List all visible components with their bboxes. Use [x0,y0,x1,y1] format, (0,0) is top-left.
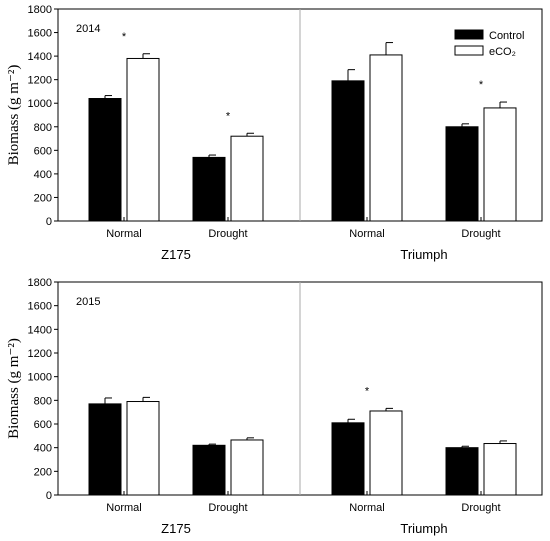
y-tick-label: 0 [46,490,52,502]
y-tick-label: 0 [46,216,52,228]
group-label: Z175 [161,247,191,262]
bar-eco2 [483,107,517,222]
y-tick-label: 400 [34,169,52,181]
legend-label: Control [489,30,524,42]
group-label: Triumph [400,247,447,262]
y-tick-label: 1600 [28,301,52,313]
bar-eco2 [230,135,264,222]
y-tick-label: 1000 [28,98,52,110]
y-tick-label: 1000 [28,372,52,384]
bar-eco2 [369,410,403,496]
y-axis-label: Biomass (g m⁻²) [6,338,22,439]
year-label: 2015 [76,296,100,308]
category-label: Normal [349,228,384,240]
bar-eco2 [369,54,403,222]
y-tick-label: 1800 [28,4,52,16]
chart-panel-2014: 0 200 400 600 800 1000 1200 1400 1600 1800 Biomass… [6,4,543,262]
category-label: Normal [349,502,384,514]
y-tick-label: 1600 [28,28,52,40]
y-tick-label: 800 [34,122,52,134]
y-tick-label: 600 [34,145,52,157]
bar-control [192,156,226,222]
significance-marker: * [365,385,370,397]
bar-control [445,447,479,496]
category-label: Drought [208,502,247,514]
bar-control [192,444,226,496]
category-label: Drought [208,228,247,240]
legend-swatch [454,45,484,56]
y-tick-label: 200 [34,192,52,204]
bar-control [445,126,479,222]
y-tick-label: 400 [34,443,52,455]
legend: Control eCO₂ [454,29,524,58]
bar-eco2 [230,439,264,496]
category-label: Drought [461,502,500,514]
bar-control [331,80,365,222]
legend-label: eCO₂ [489,46,516,58]
y-tick-label: 600 [34,419,52,431]
y-tick-label: 1800 [28,277,52,289]
significance-marker: * [122,31,127,43]
bar-control [88,98,122,222]
significance-marker: * [226,110,231,122]
y-tick-label: 1200 [28,348,52,360]
legend-swatch [454,29,484,40]
group-label: Triumph [400,521,447,536]
year-label: 2014 [76,23,100,35]
bar-control [331,422,365,496]
y-tick-label: 1200 [28,75,52,87]
bar-eco2 [126,401,160,496]
bar-control [88,403,122,496]
bar-eco2 [483,443,517,496]
y-tick-label: 200 [34,466,52,478]
category-label: Drought [461,228,500,240]
y-tick-label: 1400 [28,51,52,63]
category-label: Normal [106,502,141,514]
y-axis-label: Biomass (g m⁻²) [6,65,22,166]
chart-panel-2015: 0 200 400 600 800 1000 1200 1400 1600 1800 Biomass… [6,277,543,536]
category-label: Normal [106,228,141,240]
y-tick-label: 1400 [28,324,52,336]
significance-marker: * [479,79,484,91]
group-label: Z175 [161,521,191,536]
y-tick-label: 800 [34,395,52,407]
bar-eco2 [126,57,160,222]
